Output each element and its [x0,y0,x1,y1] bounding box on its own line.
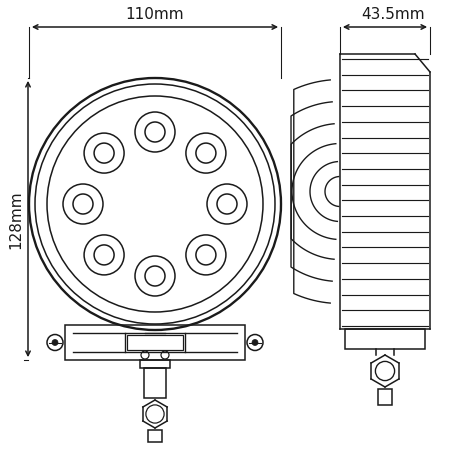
Text: 128mm: 128mm [8,190,23,249]
Circle shape [52,340,58,346]
Circle shape [252,340,257,346]
Text: 110mm: 110mm [125,7,184,22]
Text: 43.5mm: 43.5mm [360,7,424,22]
